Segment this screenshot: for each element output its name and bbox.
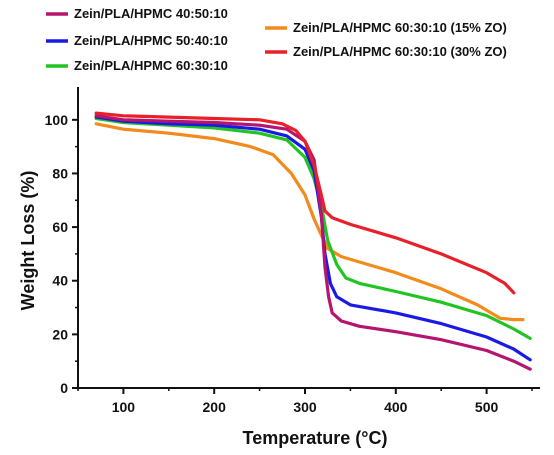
- series-line: [94, 116, 532, 340]
- x-tick-label: 500: [475, 399, 499, 415]
- x-axis-title: Temperature (°C): [243, 428, 388, 448]
- y-tick-label: 40: [52, 273, 68, 289]
- legend-label: Zein/PLA/HPMC 60:30:10 (30% ZO): [293, 44, 507, 59]
- y-axis-title: Weight Loss (%): [18, 171, 38, 311]
- x-tick-label: 100: [112, 399, 136, 415]
- x-tick-label: 400: [384, 399, 408, 415]
- series-line: [94, 111, 516, 295]
- legend-label: Zein/PLA/HPMC 60:30:10: [74, 58, 228, 73]
- series-lines: [94, 111, 532, 371]
- y-tick-label: 80: [52, 165, 68, 181]
- x-ticks: 100 200 300 400 500: [77, 388, 533, 415]
- plot-area: 100 200 300 400 500 0 20 40 60 80 100: [45, 87, 540, 415]
- y-ticks: 0 20 40 60 80 100: [45, 112, 78, 396]
- legend-label: Zein/PLA/HPMC 40:50:10: [74, 6, 228, 21]
- y-tick-label: 60: [52, 219, 68, 235]
- series-line: [94, 115, 532, 362]
- legend-label: Zein/PLA/HPMC 50:40:10: [74, 33, 228, 48]
- x-tick-label: 200: [203, 399, 227, 415]
- legend: Zein/PLA/HPMC 40:50:10 Zein/PLA/HPMC 50:4…: [46, 6, 507, 73]
- y-tick-label: 0: [60, 380, 68, 396]
- x-tick-label: 300: [293, 399, 317, 415]
- y-tick-label: 100: [45, 112, 69, 128]
- y-tick-label: 20: [52, 326, 68, 342]
- series-line: [94, 114, 532, 371]
- legend-label: Zein/PLA/HPMC 60:30:10 (15% ZO): [293, 20, 507, 35]
